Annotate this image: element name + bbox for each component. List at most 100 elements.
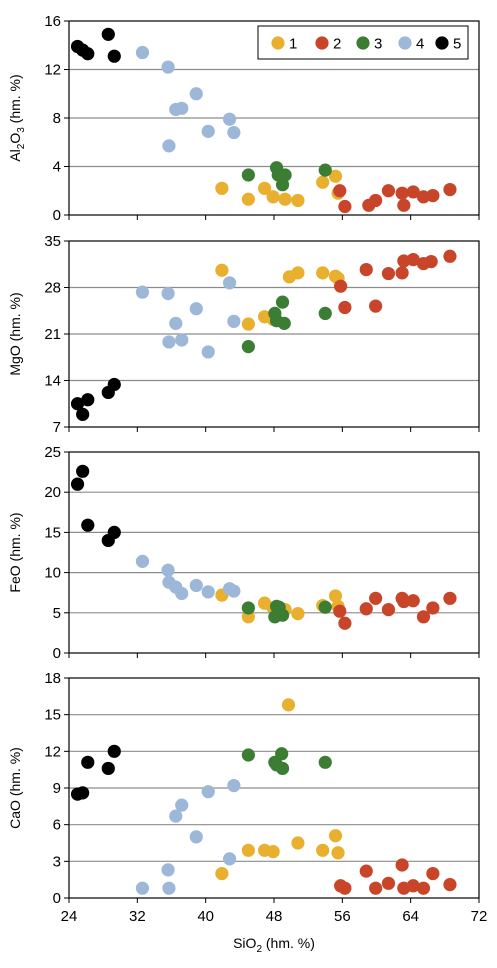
point-series-1: [291, 836, 305, 850]
y-axis-title: FeO (hm. %): [7, 512, 23, 592]
point-series-1: [328, 589, 343, 603]
y-tick-label: 0: [53, 890, 61, 907]
point-series-5: [81, 518, 95, 532]
point-series-3: [318, 600, 332, 614]
point-series-2: [359, 262, 373, 277]
point-series-2: [426, 601, 440, 615]
point-series-2: [334, 279, 348, 293]
point-series-3: [241, 601, 255, 615]
y-tick-label: 3: [53, 853, 61, 870]
point-series-1: [316, 843, 330, 857]
point-series-1: [215, 263, 229, 277]
point-series-2: [395, 266, 409, 280]
y-tick-label: 0: [53, 207, 61, 224]
point-series-5: [101, 27, 115, 41]
legend-marker-5: [435, 36, 449, 50]
point-series-2: [443, 249, 457, 263]
point-series-2: [381, 184, 396, 198]
legend-box: [257, 25, 469, 60]
point-series-3: [318, 306, 332, 321]
point-series-4: [175, 586, 189, 601]
y-tick-label: 21: [44, 326, 61, 343]
point-series-4: [161, 863, 175, 877]
point-series-4: [222, 852, 237, 866]
point-series-5: [70, 397, 85, 411]
point-series-1: [316, 175, 330, 189]
x-axis-title-part: (hm. %): [262, 935, 315, 951]
y-tick-label: 7: [53, 419, 61, 436]
x-axis-title: SiO2 (hm. %): [233, 935, 315, 955]
point-series-4: [201, 785, 215, 799]
point-series-1: [328, 169, 343, 183]
point-series-2: [369, 193, 383, 208]
x-tick-label: 32: [129, 908, 146, 925]
y-axis-title: Al2O3 (hm. %): [7, 74, 27, 161]
point-series-5: [107, 49, 121, 63]
point-series-3: [277, 316, 291, 330]
point-series-3: [318, 755, 332, 769]
point-series-4: [201, 585, 215, 599]
x-tick-label: 72: [471, 908, 488, 925]
y-tick-label: 14: [44, 373, 61, 390]
point-series-4: [227, 314, 241, 328]
point-series-2: [359, 864, 373, 878]
y-axis-title-part: 2: [16, 143, 27, 149]
point-series-2: [406, 594, 420, 608]
legend-label-2: 2: [333, 36, 341, 53]
point-series-1: [316, 266, 330, 280]
point-series-5: [81, 393, 95, 407]
x-axis-title-part: 2: [256, 944, 262, 955]
panel-4: 0 3 6 9 12 15 18 CaO (hm. %): [7, 670, 480, 907]
point-series-5: [76, 786, 90, 800]
y-tick-label: 15: [44, 524, 61, 541]
point-series-2: [426, 189, 440, 203]
point-series-4: [175, 101, 189, 115]
x-tick-label: 40: [197, 908, 214, 925]
point-series-2: [338, 199, 352, 214]
y-axis-title-part: Al: [7, 149, 23, 161]
point-series-2: [381, 266, 396, 281]
point-series-2: [397, 198, 411, 212]
point-series-2: [338, 300, 352, 315]
point-series-4: [161, 286, 175, 301]
legend-label-1: 1: [289, 36, 297, 53]
point-series-2: [416, 610, 431, 624]
point-series-2: [443, 591, 457, 605]
point-series-4: [135, 881, 150, 895]
legend: 1 2 3 4 5: [257, 25, 469, 60]
point-series-5: [70, 477, 85, 491]
legend-label-5: 5: [453, 36, 461, 53]
point-series-2: [406, 253, 420, 267]
point-series-4: [161, 563, 175, 577]
x-tick-label: 24: [61, 908, 78, 925]
point-series-1: [328, 829, 343, 843]
point-series-5: [76, 407, 90, 421]
y-tick-label: 35: [44, 233, 61, 250]
point-series-2: [359, 602, 373, 616]
point-series-4: [135, 285, 150, 299]
point-series-3: [318, 163, 332, 177]
point-series-5: [81, 755, 95, 769]
point-series-1: [331, 846, 345, 860]
point-series-2: [443, 182, 457, 197]
point-series-5: [107, 744, 121, 758]
x-tick-label: 64: [402, 908, 419, 925]
point-series-4: [227, 125, 241, 140]
point-series-1: [241, 843, 255, 857]
y-axis-title-part: 3: [16, 127, 27, 133]
point-series-4: [162, 139, 176, 153]
point-series-3: [241, 340, 255, 354]
y-tick-label: 20: [44, 484, 61, 501]
point-series-2: [406, 879, 420, 893]
legend-marker-4: [398, 36, 412, 50]
point-series-2: [369, 299, 383, 313]
point-series-2: [333, 604, 347, 618]
point-series-5: [107, 377, 121, 392]
point-series-2: [406, 185, 420, 199]
point-series-3: [241, 168, 255, 182]
y-tick-label: 4: [53, 159, 61, 176]
point-series-3: [275, 608, 290, 622]
point-series-1: [215, 181, 229, 195]
point-series-4: [201, 124, 215, 138]
